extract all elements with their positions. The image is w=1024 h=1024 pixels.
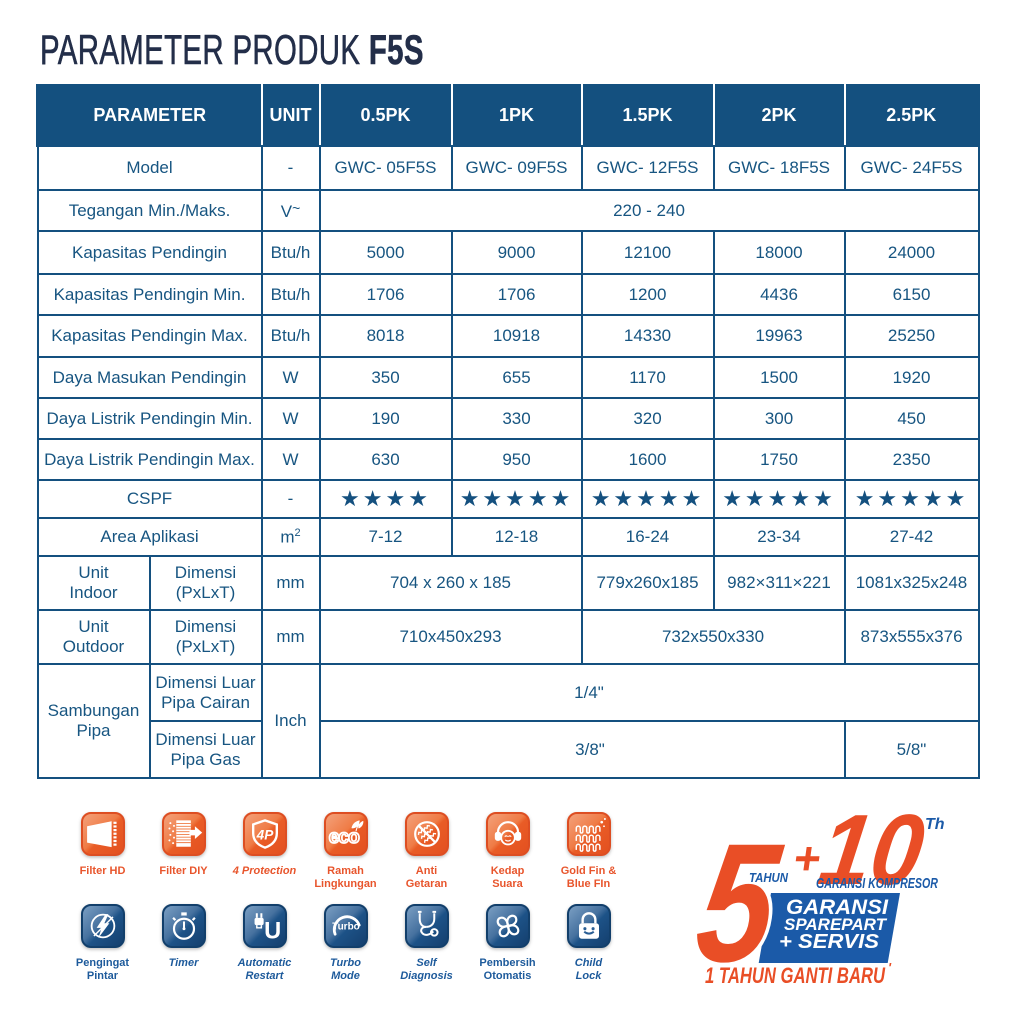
svg-text:SPAREPART: SPAREPART bbox=[784, 916, 888, 934]
svg-text:+ SERVIS: + SERVIS bbox=[779, 931, 880, 953]
svg-text:eco: eco bbox=[328, 827, 358, 848]
svg-text:4P: 4P bbox=[255, 827, 274, 842]
svg-text:1 TAHUN GANTI BARU: 1 TAHUN GANTI BARU bbox=[705, 963, 886, 988]
svg-text:GARANSI: GARANSI bbox=[786, 896, 889, 919]
svg-text:TAHUN: TAHUN bbox=[749, 870, 789, 885]
svg-text:Th: Th bbox=[925, 816, 945, 833]
svg-text:Turbo: Turbo bbox=[332, 922, 360, 933]
svg-text:U: U bbox=[264, 919, 281, 945]
svg-text:GARANSI KOMPRESOR: GARANSI KOMPRESOR bbox=[816, 875, 938, 892]
svg-text:10: 10 bbox=[813, 794, 931, 905]
svg-text:': ' bbox=[888, 960, 892, 975]
